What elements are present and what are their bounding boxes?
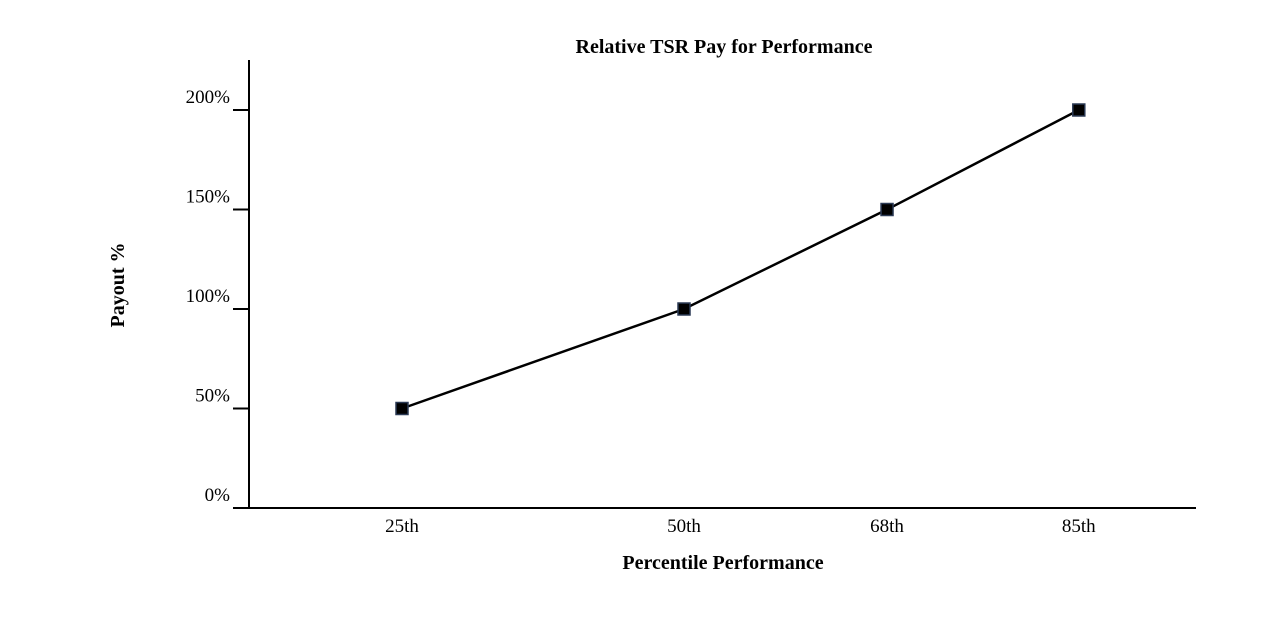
data-point-marker (880, 202, 894, 217)
x-tick-label: 68th (870, 516, 904, 537)
x-axis-label: Percentile Performance (622, 552, 823, 574)
y-tick-label: 0% (205, 485, 231, 506)
x-ticks: 25th 50th 68th 85th (385, 516, 1096, 537)
y-tick-label: 150% (186, 187, 231, 208)
y-axis-label: Payout % (107, 243, 129, 328)
y-tick-label: 100% (186, 286, 231, 307)
x-tick-label: 85th (1062, 516, 1096, 537)
chart-title: Relative TSR Pay for Performance (576, 36, 873, 58)
x-tick-label: 50th (667, 516, 701, 537)
data-point-marker (395, 401, 409, 416)
data-point-marker (677, 302, 691, 316)
y-tick-label: 200% (186, 87, 231, 108)
x-tick-label: 25th (385, 516, 419, 537)
series-line (401, 108, 1080, 410)
data-point-marker (1072, 103, 1086, 117)
y-ticks: 0% 50% 100% 150% 200% (186, 87, 249, 509)
series-layer (395, 103, 1086, 416)
y-tick-label: 50% (195, 386, 230, 407)
